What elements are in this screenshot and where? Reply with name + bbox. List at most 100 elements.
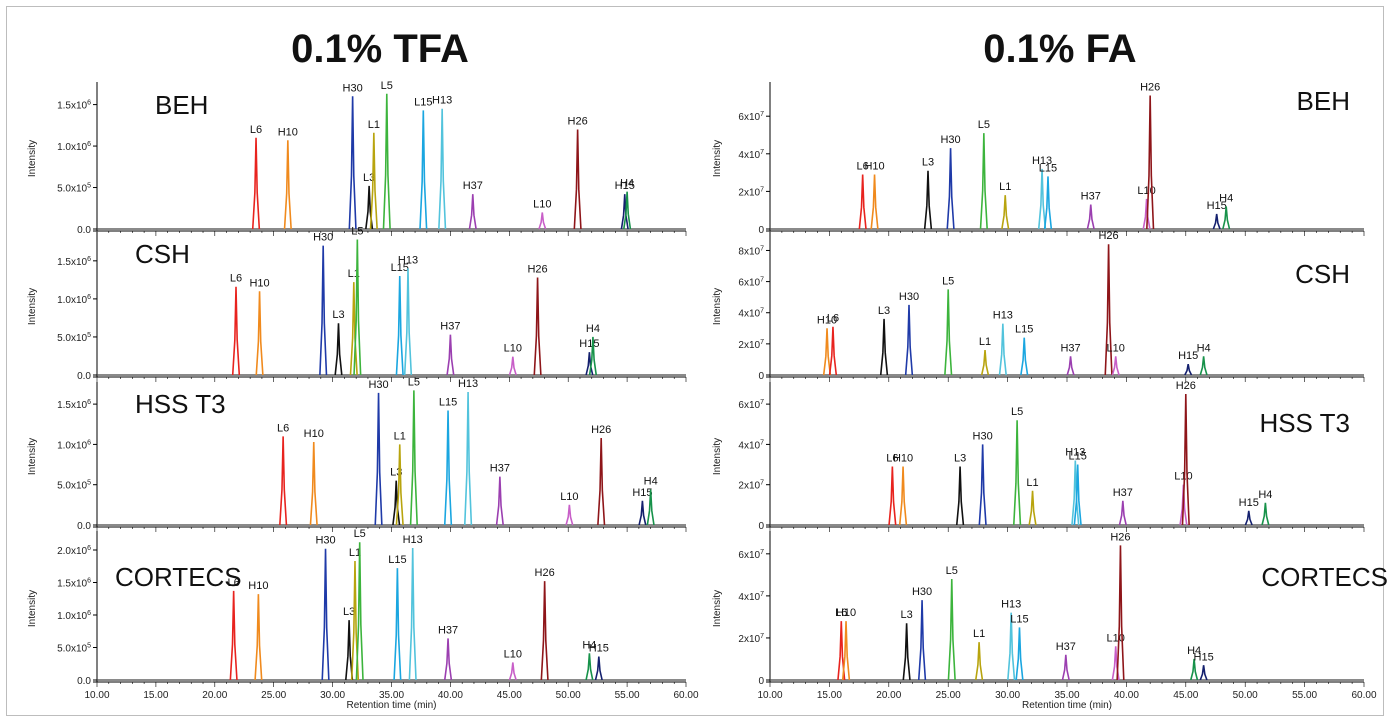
y-tick-label: 2x107 <box>738 480 764 492</box>
peak-h10 <box>254 594 263 681</box>
peak-l5 <box>382 93 391 230</box>
peak-h13 <box>1071 460 1080 526</box>
peak-l15 <box>1020 337 1029 376</box>
peak-l6 <box>231 286 241 376</box>
peak-label-h4: H4 <box>1258 489 1272 501</box>
peak-h13 <box>1037 168 1047 230</box>
peak-h13 <box>463 392 473 526</box>
peak-h37 <box>495 476 504 526</box>
x-tick-label: 45.00 <box>1173 690 1198 701</box>
x-tick-label: 30.00 <box>995 690 1020 701</box>
y-tick-label: 2x107 <box>738 186 764 198</box>
peak-h26 <box>1104 244 1113 376</box>
peak-label-l6: L6 <box>886 453 898 465</box>
peak-l1 <box>369 132 378 230</box>
peak-l5 <box>353 239 362 376</box>
peak-h13 <box>438 108 447 230</box>
peak-h15 <box>1212 213 1221 230</box>
peak-l3 <box>955 466 965 526</box>
peak-l15 <box>1015 627 1024 681</box>
peak-label-h15: H15 <box>632 487 652 499</box>
peak-label-h10: H10 <box>278 126 298 138</box>
peak-label-l5: L5 <box>408 376 420 388</box>
peak-l6 <box>837 621 846 681</box>
peak-label-l6: L6 <box>250 124 262 136</box>
peak-label-l15: L15 <box>388 554 406 566</box>
x-tick-label: 15.00 <box>817 690 842 701</box>
peak-h30 <box>374 392 383 526</box>
peak-label-l15: L15 <box>1039 162 1057 174</box>
peak-h15 <box>620 194 629 230</box>
peak-l5 <box>1012 420 1022 526</box>
peak-label-l1: L1 <box>349 547 361 559</box>
column-name: BEH <box>155 90 208 120</box>
peak-l1 <box>980 350 990 376</box>
peak-label-l5: L5 <box>1011 406 1023 418</box>
peak-label-h30: H30 <box>973 430 993 442</box>
peak-h37 <box>468 194 477 230</box>
y-tick-label: 5.0x105 <box>57 480 91 492</box>
y-tick-label: 0 <box>758 371 764 382</box>
peak-h10 <box>870 174 879 230</box>
peak-label-l10: L10 <box>1107 632 1125 644</box>
peak-h13 <box>403 268 413 376</box>
peak-label-h10: H10 <box>248 580 268 592</box>
peak-label-h4: H4 <box>1219 192 1233 204</box>
peak-label-h13: H13 <box>432 95 452 107</box>
peak-l1 <box>1001 195 1010 230</box>
peak-l3 <box>923 170 933 230</box>
peak-l5 <box>979 133 988 230</box>
panel-tfa-beh: 0.0 5.0x105 1.0x106 1.5x106 Intensity BEH L6 H1… <box>27 80 687 236</box>
peak-label-l1: L1 <box>973 628 985 640</box>
y-tick-label: 0.0 <box>77 225 91 236</box>
x-tick-label: 25.00 <box>936 690 961 701</box>
peak-label-h13: H13 <box>458 378 478 390</box>
peak-label-h37: H37 <box>440 321 460 333</box>
peak-l15 <box>1043 176 1053 230</box>
peak-label-l5: L5 <box>978 119 990 131</box>
panel-tfa-cortecs: 0.0 5.0x105 1.0x106 1.5x106 2.0x106 Intensity… <box>27 528 699 711</box>
y-tick-label: 6x107 <box>738 111 764 123</box>
peak-label-h10: H10 <box>893 453 913 465</box>
x-axis-label: Retention time (min) <box>1022 700 1112 711</box>
peak-h30 <box>319 245 328 376</box>
y-tick-label: 8x107 <box>738 245 764 257</box>
peak-label-h10: H10 <box>249 277 269 289</box>
column-name: BEH <box>1297 86 1350 116</box>
peak-label-l6: L6 <box>277 422 289 434</box>
x-tick-label: 35.00 <box>1054 690 1079 701</box>
peak-h37 <box>1061 654 1070 681</box>
peak-l3 <box>902 623 911 681</box>
x-axis-label: Retention time (min) <box>346 700 436 711</box>
peak-label-l10: L10 <box>533 198 551 210</box>
peak-h10 <box>255 291 264 376</box>
y-tick-label: 5.0x105 <box>57 643 91 655</box>
peak-h15 <box>1244 510 1253 526</box>
peak-label-l6: L6 <box>230 273 242 285</box>
peak-label-l3: L3 <box>878 305 890 317</box>
column-name: HSS T3 <box>135 389 226 419</box>
peak-label-h30: H30 <box>912 586 932 598</box>
y-tick-label: 1.0x106 <box>57 439 91 451</box>
peak-label-h15: H15 <box>589 643 609 655</box>
x-tick-label: 40.00 <box>1114 690 1139 701</box>
peak-label-h15: H15 <box>1207 200 1227 212</box>
y-axis-label: Intensity <box>712 140 723 177</box>
column-name: CSH <box>135 239 190 269</box>
peak-h4 <box>646 489 655 526</box>
peak-l3 <box>879 318 889 376</box>
peak-h26 <box>1181 394 1190 526</box>
peak-label-h37: H37 <box>1056 641 1076 653</box>
peak-h26 <box>597 437 606 526</box>
peak-label-l15: L15 <box>1015 324 1033 336</box>
peak-h30 <box>321 548 330 681</box>
x-tick-label: 10.00 <box>757 690 782 701</box>
peak-label-h37: H37 <box>438 624 458 636</box>
y-tick-label: 1.5x106 <box>57 256 91 268</box>
peak-h26 <box>540 581 549 681</box>
y-axis-label: Intensity <box>27 140 38 177</box>
